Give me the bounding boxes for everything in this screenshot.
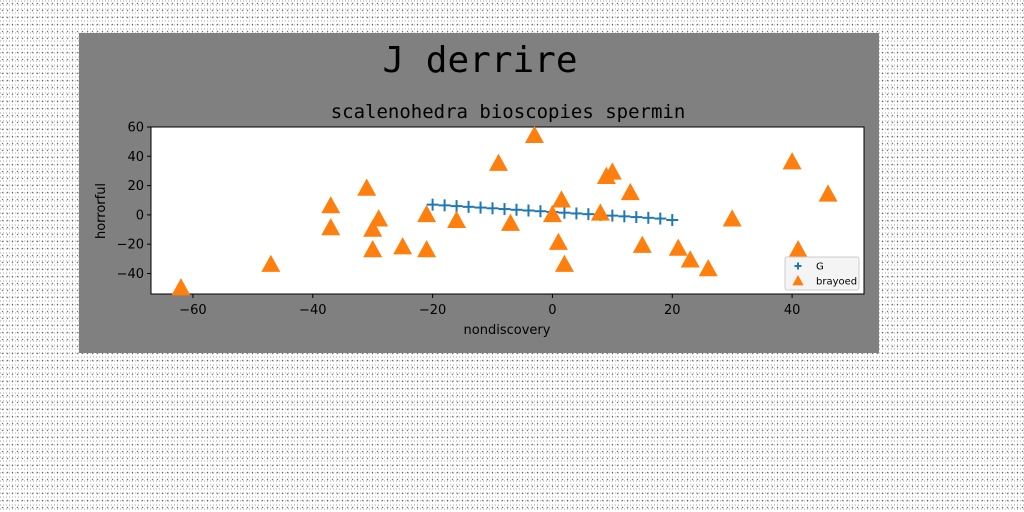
- data-point-triangle: [393, 237, 413, 255]
- y-tick-label: 20: [127, 179, 144, 194]
- data-point-triangle: [782, 152, 802, 170]
- data-point-triangle: [551, 190, 571, 208]
- x-tick-label: 0: [548, 303, 556, 318]
- data-point-triangle: [363, 219, 383, 237]
- data-point-triangle: [417, 204, 437, 223]
- data-point-triangle: [321, 218, 341, 236]
- data-point-triangle: [554, 254, 574, 272]
- data-point-triangle: [417, 240, 437, 258]
- data-point-triangle: [369, 209, 389, 227]
- legend-label: brayoed: [816, 277, 857, 288]
- data-point-plus: [618, 210, 631, 223]
- x-tick-label: 40: [784, 303, 801, 318]
- data-point-triangle: [542, 204, 562, 223]
- data-point-triangle: [321, 196, 341, 214]
- x-tick-label: −20: [419, 303, 446, 318]
- y-tick-label: −20: [117, 238, 144, 253]
- series-1: [426, 198, 679, 227]
- data-point-triangle: [590, 203, 610, 221]
- data-point-triangle: [680, 250, 700, 268]
- data-point-plus: [498, 203, 511, 216]
- data-point-plus: [450, 200, 463, 213]
- y-axis-label: horrorful: [94, 183, 109, 239]
- legend-label: G: [816, 262, 824, 273]
- data-point-triangle: [788, 240, 808, 258]
- data-point-plus: [606, 209, 619, 222]
- data-point-triangle: [357, 178, 377, 196]
- data-point-triangle: [171, 278, 191, 296]
- data-point-plus: [654, 212, 667, 225]
- data-point-plus: [474, 201, 487, 214]
- data-point-triangle: [698, 259, 718, 277]
- y-tick-label: 40: [127, 150, 144, 165]
- y-tick-label: 0: [136, 208, 144, 223]
- legend-box: [784, 256, 860, 291]
- data-point-triangle: [632, 235, 652, 253]
- data-point-triangle: [548, 232, 568, 250]
- data-point-plus: [438, 199, 451, 212]
- data-point-triangle: [489, 153, 509, 171]
- data-point-triangle: [500, 213, 520, 231]
- series-2: [171, 125, 838, 296]
- data-point-plus: [666, 214, 679, 227]
- data-point-triangle: [668, 238, 688, 256]
- series-layer: [171, 125, 838, 296]
- data-point-plus: [630, 211, 643, 224]
- x-tick-label: −60: [179, 303, 206, 318]
- data-point-triangle: [722, 209, 742, 227]
- data-point-triangle: [620, 182, 640, 201]
- x-tick-label: 20: [664, 303, 681, 318]
- data-point-plus: [510, 203, 523, 216]
- data-point-triangle: [602, 162, 622, 180]
- data-point-triangle: [363, 240, 383, 258]
- axis-ticks: −60 −40 −20 0 20 40 −40 −20 0 20 40 60: [117, 121, 801, 319]
- data-point-triangle: [818, 184, 838, 202]
- data-point-triangle: [261, 254, 281, 272]
- data-point-plus: [522, 204, 535, 217]
- figure-title: J derrire: [382, 40, 577, 81]
- data-point-plus: [486, 202, 499, 215]
- data-point-plus: [582, 208, 595, 221]
- data-point-plus: [426, 198, 439, 211]
- data-point-plus: [558, 206, 571, 219]
- legend-marker-plus: [794, 262, 802, 270]
- legend-marker-triangle: [792, 275, 804, 286]
- plot-area: [150, 126, 865, 295]
- chart-title: scalenohedra bioscopies spermin: [331, 101, 686, 123]
- y-tick-label: 60: [127, 121, 144, 136]
- data-point-plus: [534, 205, 547, 218]
- data-point-plus: [642, 211, 655, 224]
- data-point-triangle: [447, 210, 467, 228]
- x-tick-label: −40: [299, 303, 326, 318]
- data-point-plus: [462, 200, 475, 213]
- x-axis-label: nondiscovery: [464, 323, 551, 338]
- data-point-triangle: [524, 125, 544, 143]
- data-point-plus: [570, 207, 583, 220]
- y-tick-label: −40: [117, 267, 144, 282]
